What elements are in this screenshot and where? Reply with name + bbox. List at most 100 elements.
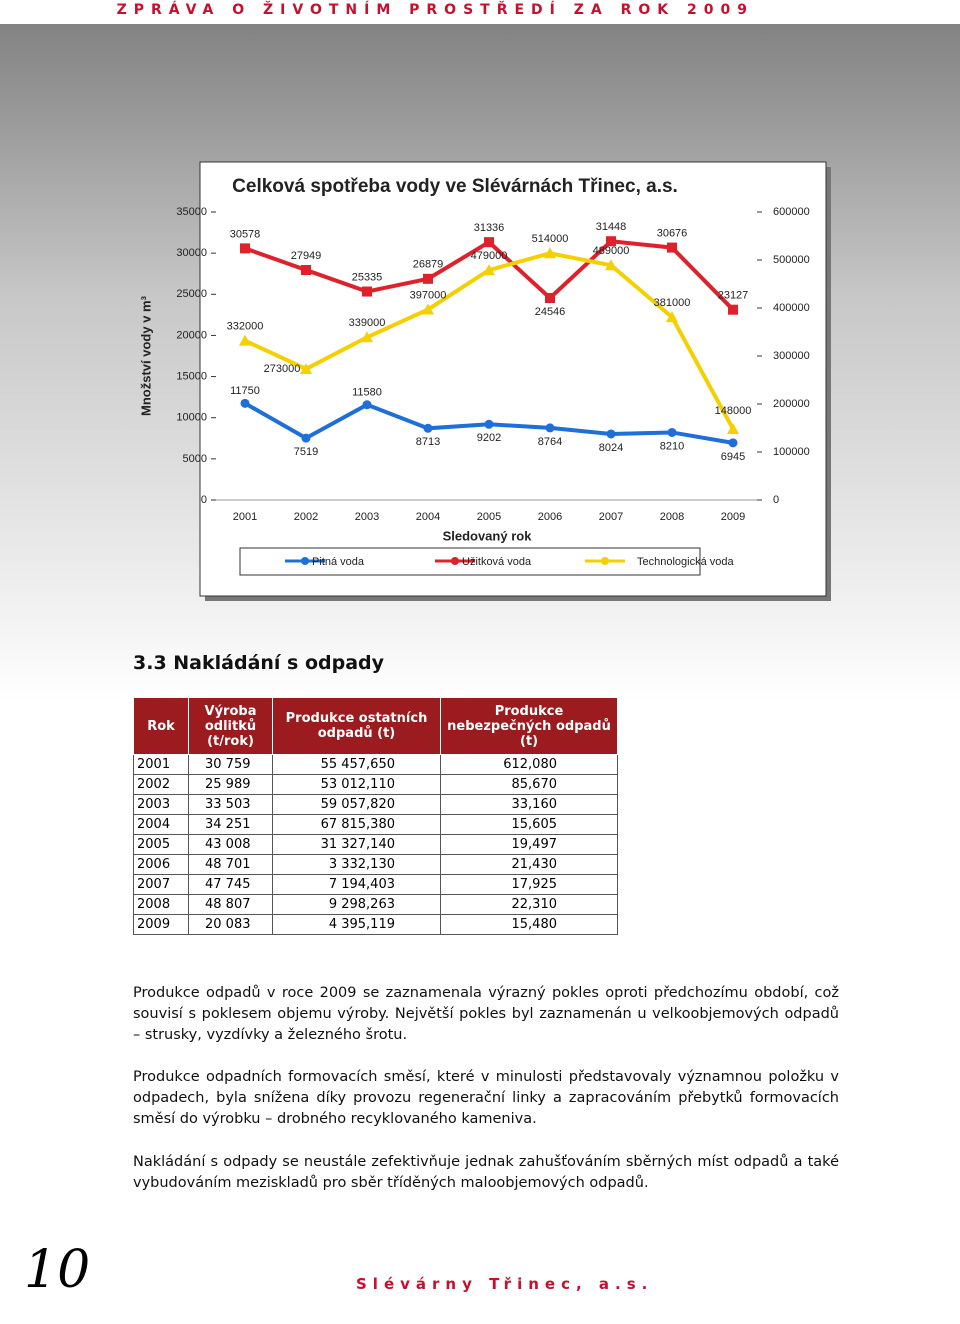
data-label: 339000 (349, 317, 386, 329)
marker (667, 242, 677, 253)
y2-tick-label: 600000 (773, 206, 810, 218)
x-tick-label: 2003 (355, 511, 379, 523)
cell: 2007 (133, 874, 189, 895)
row: 2005 43 008 31 327,140 19,497 (133, 834, 618, 855)
cell: 15,605 (440, 814, 618, 835)
y-tick-label: 30000 (176, 247, 207, 259)
data-label: 6945 (721, 451, 745, 463)
data-label: 26879 (413, 259, 444, 271)
legend-marker (601, 557, 609, 565)
marker (666, 311, 678, 323)
cell: 2001 (133, 754, 189, 775)
cell: 612,080 (440, 754, 618, 775)
x-tick-label: 2007 (599, 511, 623, 523)
cell: 21,430 (440, 854, 618, 875)
y2-tick-label: 0 (773, 494, 779, 506)
data-label: 30578 (230, 228, 261, 240)
table: Rok Výroba odlitků (t/rok) Produkce ostatn… (133, 697, 618, 935)
row: 2009 20 083 4 395,119 15,480 (133, 914, 618, 935)
x-tick-label: 2008 (660, 511, 684, 523)
marker (423, 273, 433, 284)
chart-title: Celková spotřeba vody ve Slévárnách Třin… (232, 176, 678, 197)
cell: 47 745 (188, 874, 273, 895)
column-header: Výroba odlitků (t/rok) (188, 697, 273, 755)
chart: Celková spotřeba vody ve Slévárnách Třin… (138, 161, 831, 601)
marker (240, 398, 250, 408)
marker (544, 247, 556, 259)
x-tick-label: 2009 (721, 511, 745, 523)
x-tick-label: 2004 (416, 511, 440, 523)
page-number: 10 (24, 1240, 91, 1300)
data-label: 332000 (227, 321, 264, 333)
cell: 3 332,130 (272, 854, 441, 875)
data-label: 30676 (657, 227, 688, 239)
data-label: 31448 (596, 221, 627, 233)
cell: 20 083 (188, 914, 273, 935)
x-tick-label: 2005 (477, 511, 501, 523)
marker (545, 293, 555, 304)
y-tick-label: 10000 (176, 412, 207, 424)
data-label: 514000 (532, 233, 569, 245)
marker (728, 438, 738, 448)
cell: 2006 (133, 854, 189, 875)
cell: 55 457,650 (272, 754, 441, 775)
column-header: Rok (133, 697, 189, 755)
y2-tick-label: 400000 (773, 302, 810, 314)
data-label: 489000 (593, 245, 630, 257)
cell: 2008 (133, 894, 189, 915)
paragraph: Produkce odpadních formovacích směsí, kt… (133, 1069, 839, 1127)
header-title: ZPRÁVA O ŽIVOTNÍM PROSTŘEDÍ ZA ROK 2009 (116, 2, 754, 18)
marker (484, 237, 494, 248)
marker (300, 362, 312, 374)
section-title: 3.3 Nakládání s odpady (133, 652, 385, 674)
row: 2002 25 989 53 012,110 85,670 (133, 774, 618, 795)
data-label: 8713 (416, 436, 440, 448)
cell: 2002 (133, 774, 189, 795)
y-tick-label: 35000 (176, 206, 207, 218)
cell: 19,497 (440, 834, 618, 855)
x-axis-title: Sledovaný rok (443, 528, 533, 543)
cell: 48 807 (188, 894, 273, 915)
data-label: 31336 (474, 222, 505, 234)
cell: 48 701 (188, 854, 273, 875)
cell: 4 395,119 (272, 914, 441, 935)
data-label: 27949 (291, 250, 322, 262)
marker (545, 423, 555, 433)
marker (301, 265, 311, 276)
legend-label: Pitná voda (312, 556, 365, 568)
data-label: 479000 (471, 250, 508, 262)
cell: 9 298,263 (272, 894, 441, 915)
y-tick-label: 20000 (176, 329, 207, 341)
x-tick-label: 2001 (233, 511, 257, 523)
marker (362, 286, 372, 297)
paragraph: Produkce odpadů v roce 2009 se zaznamena… (133, 985, 839, 1043)
cell: 2004 (133, 814, 189, 835)
data-label: 11580 (352, 387, 382, 399)
cell: 17,925 (440, 874, 618, 895)
legend-label: Užitková voda (462, 556, 532, 568)
cell: 33,160 (440, 794, 618, 815)
data-label: 8210 (660, 440, 684, 452)
data-label: 7519 (294, 446, 318, 458)
cell: 85,670 (440, 774, 618, 795)
legend-label: Technologická voda (637, 556, 735, 568)
marker (361, 331, 373, 343)
column-header: Produkce nebezpečných odpadů (t) (440, 697, 618, 755)
marker (727, 422, 739, 434)
cell: 43 008 (188, 834, 273, 855)
y-tick-label: 0 (201, 494, 207, 506)
data-label: 381000 (654, 297, 691, 309)
y2-tick-label: 200000 (773, 398, 810, 410)
marker (422, 303, 434, 315)
y-tick-label: 5000 (183, 453, 207, 465)
cell: 53 012,110 (272, 774, 441, 795)
cell: 15,480 (440, 914, 618, 935)
legend-marker (451, 557, 459, 565)
marker (483, 264, 495, 276)
data-label: 8764 (538, 436, 562, 448)
data-label: 397000 (410, 289, 447, 301)
cell: 30 759 (188, 754, 273, 775)
data-label: 9202 (477, 432, 501, 444)
column-header: Produkce ostatních odpadů (t) (272, 697, 441, 755)
